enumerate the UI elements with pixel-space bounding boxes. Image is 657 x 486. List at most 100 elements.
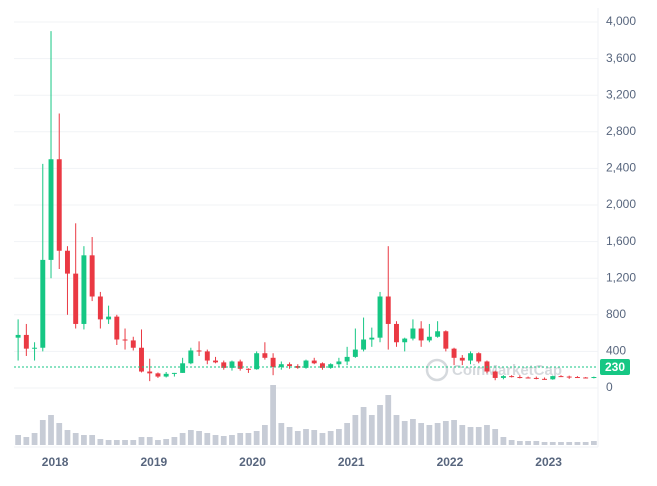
x-tick-label: 2023 xyxy=(535,455,562,469)
candle-body xyxy=(245,368,251,370)
candle-body xyxy=(155,373,161,377)
candle-body xyxy=(97,296,103,320)
y-tick-label: 2,400 xyxy=(606,161,636,175)
volume-bar xyxy=(336,429,342,445)
candle-body xyxy=(336,361,342,365)
volume-bar xyxy=(418,423,425,445)
candle-body xyxy=(311,360,317,364)
y-tick-label: 2,800 xyxy=(606,124,636,138)
candle-body xyxy=(319,363,325,368)
candle-body xyxy=(591,377,597,379)
volume-bar xyxy=(23,437,30,445)
volume-bar xyxy=(475,427,482,445)
volume-bar xyxy=(294,431,301,445)
volume-bar xyxy=(451,420,457,445)
candle-body xyxy=(270,357,276,367)
candle-body xyxy=(558,376,564,378)
candle-body xyxy=(106,316,112,320)
candle-body xyxy=(213,360,218,363)
candle-body xyxy=(73,273,79,324)
candle-body xyxy=(229,361,235,368)
candle-body xyxy=(204,351,210,361)
candle-body xyxy=(443,331,449,349)
volume-bar xyxy=(187,430,194,445)
volume-bar xyxy=(591,441,597,445)
volume-bar xyxy=(220,436,227,445)
candle-body xyxy=(81,255,87,324)
volume-bar xyxy=(484,425,490,445)
candle-body xyxy=(278,364,284,367)
candle-body xyxy=(32,347,38,349)
volume-bar xyxy=(130,440,137,445)
y-tick-label: 1,600 xyxy=(606,234,636,248)
candle-body xyxy=(574,377,580,379)
volume-bar xyxy=(558,442,564,445)
volume-bar xyxy=(434,423,441,445)
candle-body xyxy=(287,364,293,367)
volume-bar xyxy=(311,430,318,445)
y-tick-label: 4,000 xyxy=(606,14,636,28)
volume-bar xyxy=(270,385,276,445)
candle-body xyxy=(418,328,424,341)
candle-body xyxy=(435,331,441,337)
volume-bar xyxy=(516,441,523,445)
volume-bar xyxy=(541,442,548,445)
current-price-tag xyxy=(600,358,630,375)
x-tick-label: 2019 xyxy=(140,455,167,469)
volume-bar xyxy=(81,435,87,445)
volume-bar xyxy=(393,415,400,445)
volume-bar xyxy=(377,405,383,445)
volume-bar xyxy=(138,437,145,445)
candle-body xyxy=(188,350,194,364)
volume-bar xyxy=(508,440,515,445)
candle-body xyxy=(328,364,334,368)
y-tick-label: 1,200 xyxy=(606,270,636,284)
volume-bar xyxy=(245,433,252,445)
volume-bar xyxy=(97,439,104,445)
volume-bar xyxy=(401,421,408,445)
volume-bar xyxy=(566,442,573,445)
volume-bar xyxy=(15,435,21,445)
volume-bar xyxy=(500,437,507,445)
volume-bar xyxy=(459,425,466,445)
x-tick-label: 2018 xyxy=(42,455,69,469)
volume-bar xyxy=(278,423,285,445)
candle-body xyxy=(163,373,169,377)
volume-bar xyxy=(319,433,326,445)
candle-body xyxy=(262,353,268,358)
volume-bar xyxy=(89,435,96,445)
y-tick-label: 800 xyxy=(606,307,626,321)
volume-bar xyxy=(442,421,449,445)
volume-bar xyxy=(286,427,293,445)
candle-body xyxy=(410,328,416,339)
candle-body xyxy=(130,340,136,348)
volume-bar xyxy=(122,440,128,445)
volume-bar xyxy=(56,423,63,445)
volume-bar xyxy=(492,429,499,445)
volume-bar xyxy=(352,415,359,445)
x-tick-label: 2021 xyxy=(338,455,365,469)
y-tick-label: 400 xyxy=(606,344,626,358)
candle-body xyxy=(451,348,457,358)
volume-bar xyxy=(229,435,235,445)
volume-bar xyxy=(39,420,46,445)
candle-body xyxy=(476,353,482,362)
volume-bar xyxy=(525,441,531,445)
candle-body xyxy=(492,371,498,378)
candle-body xyxy=(114,316,120,340)
volume-bar xyxy=(261,425,268,445)
volume-bar xyxy=(113,440,120,445)
y-tick-label: 3,600 xyxy=(606,51,636,65)
candle-body xyxy=(48,159,54,260)
candle-body xyxy=(402,338,408,343)
candle-body xyxy=(180,363,186,373)
candle-body xyxy=(295,366,301,368)
volume-bar xyxy=(549,442,556,445)
candle-body xyxy=(369,337,375,340)
volume-bar xyxy=(163,439,170,445)
volume-bar xyxy=(196,431,202,445)
candle-body xyxy=(352,349,358,357)
volume-bar xyxy=(533,441,540,445)
volume-bar xyxy=(72,433,79,445)
